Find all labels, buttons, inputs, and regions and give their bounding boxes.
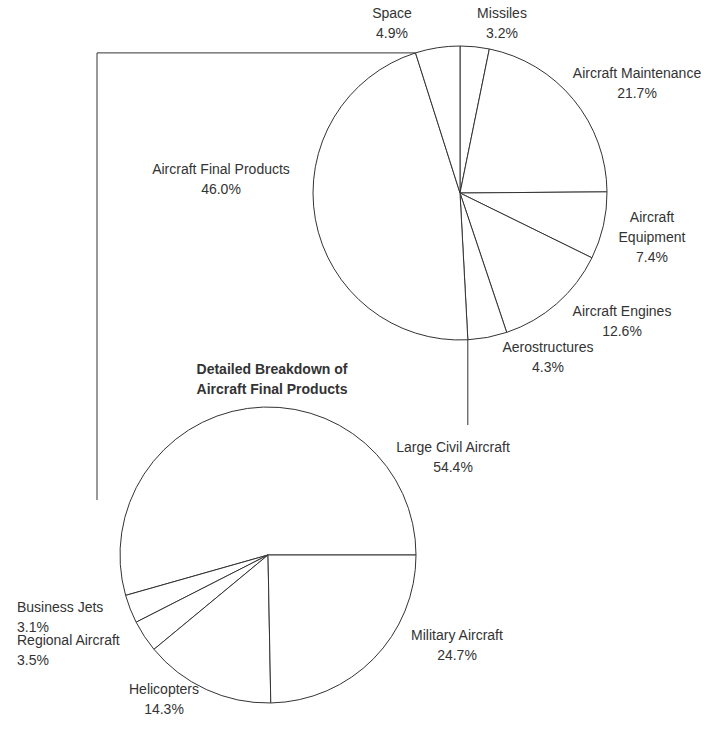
value-label: 4.3% [532,359,564,375]
pie-chart [120,407,416,703]
label-line: Large Civil Aircraft [396,439,510,455]
title-line: Detailed Breakdown of [197,361,348,377]
label-line: Space [372,5,412,21]
slice-label: Regional Aircraft [17,632,120,648]
slice-label: Aircraft Maintenance [573,65,702,81]
pie-slice [416,46,461,193]
slice-label: Space [372,5,412,21]
value-label: 46.0% [201,181,241,197]
label-line: Aircraft [630,209,674,225]
label-line: Regional Aircraft [17,632,120,648]
value-label: 54.4% [433,459,473,475]
labels: Large Civil Aircraft 54.4% Business Jets 3.… [17,439,510,717]
pie-slice [268,555,416,703]
value-label: 3.5% [17,652,49,668]
slice-label: Military Aircraft [411,627,503,643]
chart-svg: Missiles 3.2% Aircraft Maintenance 21.7% Air… [0,0,718,741]
label-line: Equipment [619,229,686,245]
slice-label: Helicopters [129,681,199,697]
label-line: Aerostructures [502,339,593,355]
slice-label: Aircraft Equipment [619,209,686,245]
slice-label: Business Jets [17,599,103,615]
chart-container: Missiles 3.2% Aircraft Maintenance 21.7% Air… [0,0,718,741]
pie-chart [313,46,607,340]
connector [97,53,416,500]
value-label: 14.3% [144,701,184,717]
value-label: 4.9% [376,25,408,41]
label-line: Aircraft Engines [573,303,672,319]
slice-label: Large Civil Aircraft [396,439,510,455]
slice-label: Aerostructures [502,339,593,355]
chart-title: Detailed Breakdown of Aircraft Final Prod… [197,361,348,397]
value-label: 12.6% [602,323,642,339]
slice-label: Missiles [477,5,527,21]
value-label: 24.7% [437,647,477,663]
slice-label: Aircraft Engines [573,303,672,319]
connector [467,340,468,425]
label-line: Missiles [477,5,527,21]
value-label: 7.4% [636,249,668,265]
label-line: Business Jets [17,599,103,615]
label-line: Military Aircraft [411,627,503,643]
labels: Missiles 3.2% Aircraft Maintenance 21.7% Air… [152,5,701,375]
value-label: 3.2% [486,25,518,41]
label-line: Aircraft Final Products [152,161,290,177]
slice-label: Aircraft Final Products [152,161,290,177]
title-line: Aircraft Final Products [197,381,348,397]
value-label: 21.7% [617,85,657,101]
label-line: Helicopters [129,681,199,697]
label-line: Aircraft Maintenance [573,65,702,81]
